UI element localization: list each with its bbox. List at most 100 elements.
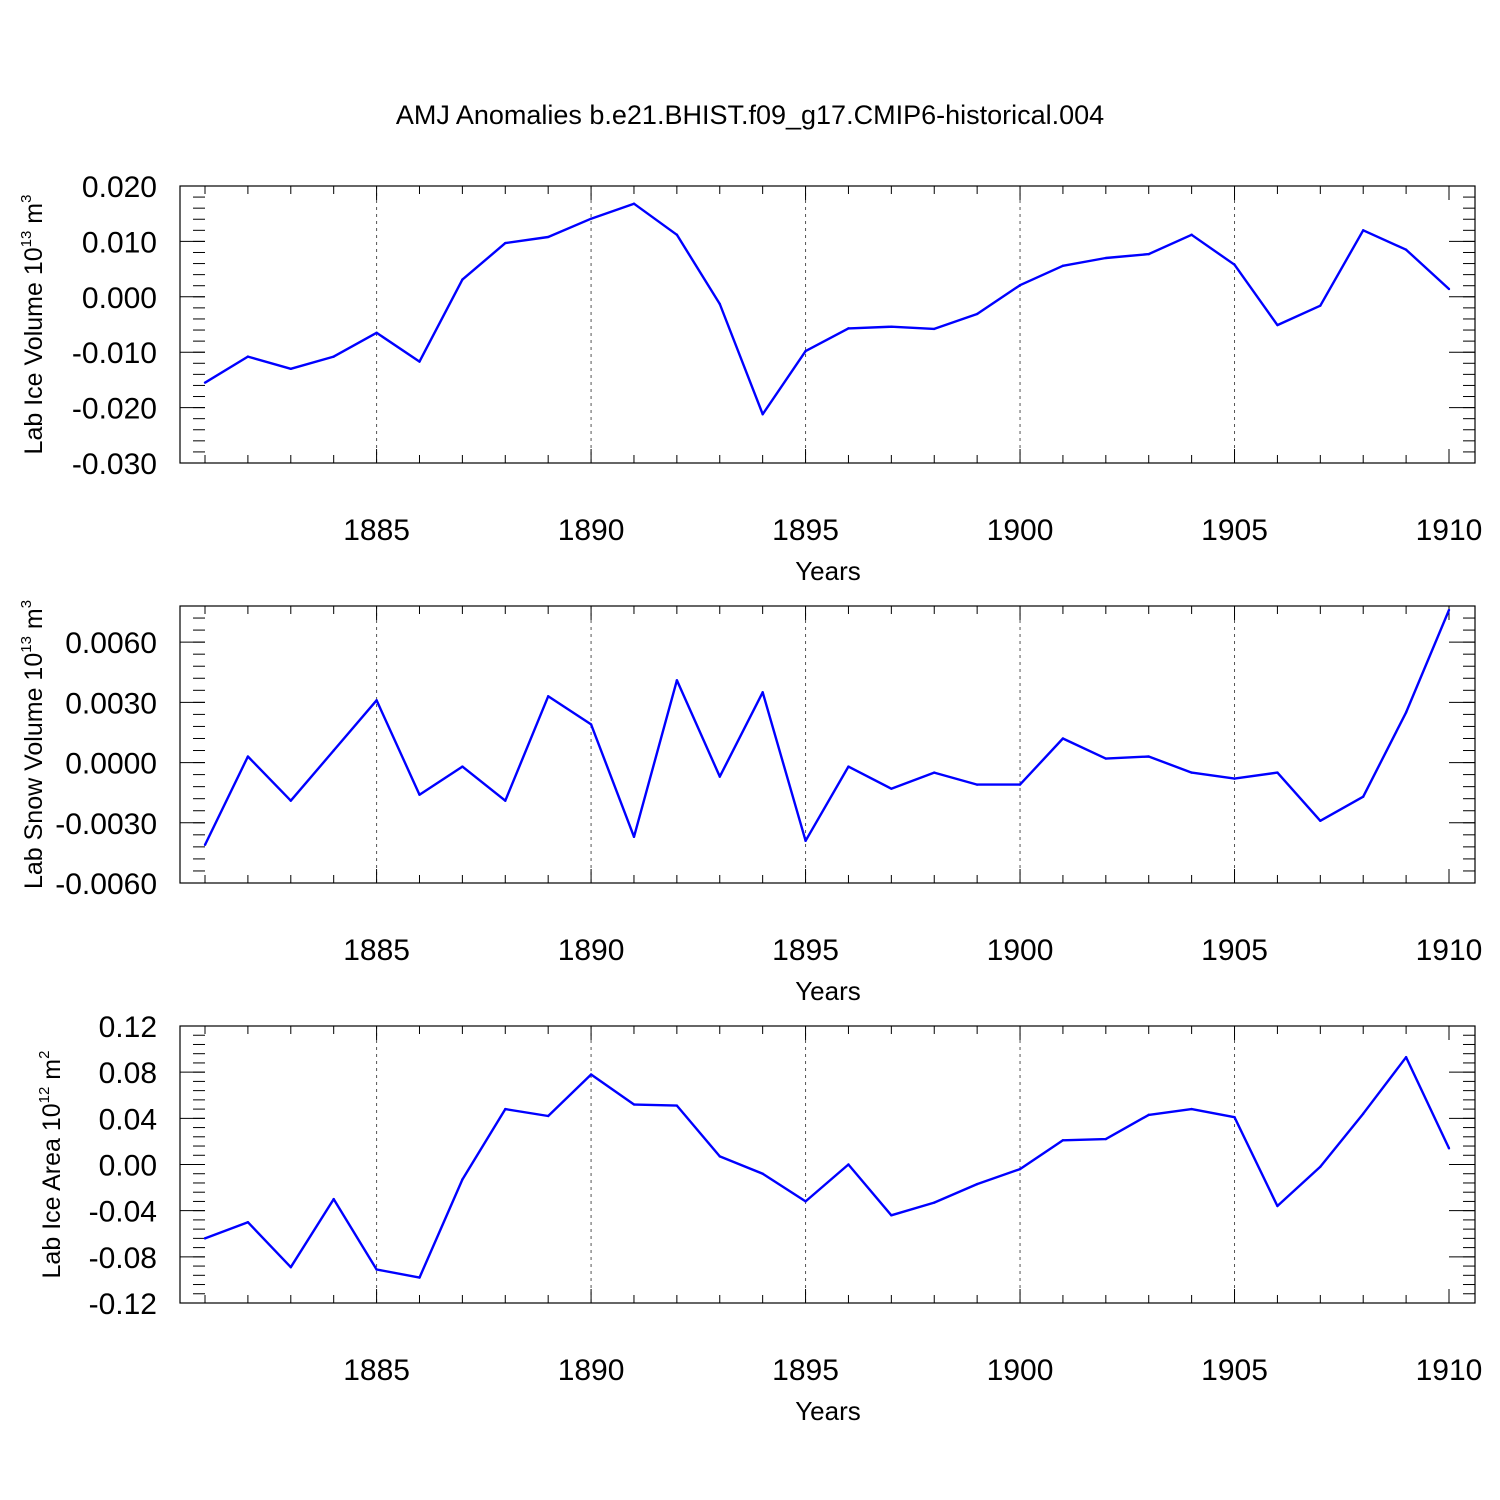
data-point: [1319, 1165, 1322, 1169]
data-point: [203, 381, 207, 384]
y-tick-label: 0.020: [82, 171, 157, 204]
data-point: [675, 233, 679, 236]
data-point: [847, 327, 850, 330]
y-tick-label: 0.000: [82, 282, 157, 315]
data-point: [804, 349, 807, 353]
data-point: [975, 1182, 979, 1186]
data-point: [1147, 755, 1150, 758]
x-tick-label: 1885: [343, 1354, 410, 1387]
data-point: [1447, 1147, 1451, 1150]
data-point: [246, 355, 250, 358]
data-point: [504, 241, 507, 245]
y-tick-label: -0.0060: [55, 868, 157, 901]
data-point: [1190, 233, 1193, 236]
y-axis-label: Lab Snow Volume 1013 m3: [18, 600, 48, 889]
x-tick-label: 1905: [1201, 514, 1268, 547]
chart-panel-1: -0.030 -0.020 -0.010 0.000 0.010 0.020 1885 189…: [18, 171, 1482, 586]
data-point: [1404, 711, 1408, 714]
chart-panel-3: -0.12 -0.08 -0.04 0.00 0.04 0.08 0.12 1885 1890 1…: [36, 1011, 1482, 1426]
y-tick-label: -0.030: [72, 448, 157, 481]
data-point: [1018, 1167, 1022, 1171]
data-point: [890, 325, 893, 328]
data-point: [1319, 304, 1322, 307]
data-point: [933, 771, 936, 774]
data-point: [1018, 283, 1022, 287]
y-label-part: 12: [36, 1087, 53, 1104]
y-label-part: m: [20, 203, 48, 231]
x-tick-label: 1895: [772, 1354, 839, 1387]
data-point: [1147, 1113, 1150, 1117]
x-tick-label: 1910: [1416, 934, 1483, 967]
x-tick-label: 1895: [772, 934, 839, 967]
x-tick-label: 1885: [343, 514, 410, 547]
data-point: [418, 1276, 421, 1279]
data-point: [589, 1073, 593, 1076]
data-point: [375, 699, 378, 702]
data-point: [761, 1172, 764, 1175]
y-label-part: m: [38, 1059, 66, 1087]
x-axis-label: Years: [795, 976, 861, 1006]
data-point: [1233, 1115, 1236, 1119]
data-point: [632, 835, 636, 839]
plot-frame: [179, 1025, 1476, 1304]
data-point: [332, 1197, 335, 1201]
x-tick-label: 1885: [343, 934, 410, 967]
data-point: [718, 1155, 721, 1158]
data-point: [418, 793, 421, 796]
data-point: [1061, 737, 1065, 740]
data-point: [332, 355, 335, 358]
x-tick-label: 1895: [772, 514, 839, 547]
data-point: [1233, 777, 1236, 780]
data-point: [761, 413, 764, 416]
data-point: [375, 1268, 378, 1271]
y-label-part: Lab Ice Volume 10: [20, 247, 48, 454]
data-point: [375, 331, 378, 335]
series-line: [203, 609, 1451, 846]
y-tick-label: -0.04: [89, 1196, 157, 1229]
y-tick-label: -0.020: [72, 393, 157, 426]
data-point: [1233, 263, 1236, 266]
data-point: [1276, 1204, 1279, 1208]
series-line: [204, 1055, 1451, 1279]
y-axis-label: Lab Ice Volume 1013 m3: [18, 195, 48, 455]
data-point: [1362, 229, 1365, 232]
data-point: [1362, 1112, 1365, 1115]
data-point: [761, 691, 764, 694]
data-point: [933, 1201, 936, 1204]
data-point: [890, 1214, 893, 1217]
data-point: [847, 765, 850, 768]
x-tick-label: 1890: [558, 514, 625, 547]
data-point: [289, 799, 292, 802]
data-point: [975, 312, 979, 316]
y-label-part: m: [20, 608, 48, 636]
data-point: [546, 1114, 550, 1118]
y-label-part: Lab Snow Volume 10: [20, 653, 48, 889]
x-tick-label: 1890: [558, 1354, 625, 1387]
data-point: [975, 783, 979, 786]
y-tick-label: 0.12: [99, 1011, 157, 1044]
data-point: [246, 1221, 250, 1224]
y-tick-label: -0.010: [72, 337, 157, 370]
x-tick-label: 1900: [987, 934, 1054, 967]
data-point: [890, 787, 893, 790]
data-point: [589, 723, 593, 726]
data-point: [632, 202, 636, 205]
plot-frame: [179, 185, 1476, 464]
x-axis-label: Years: [795, 1396, 861, 1426]
data-point: [675, 679, 679, 682]
data-point: [1104, 1137, 1108, 1141]
y-axis-label: Lab Ice Area 1012 m2: [36, 1051, 66, 1279]
chart-panel-2: -0.0060 -0.0030 0.0000 0.0030 0.0060 1885 1890…: [18, 600, 1482, 1006]
y-label-part: 13: [18, 636, 35, 653]
data-point: [675, 1104, 679, 1107]
x-tick-label: 1900: [987, 1354, 1054, 1387]
data-point: [1362, 795, 1365, 798]
figure-title: AMJ Anomalies b.e21.BHIST.f09_g17.CMIP6-…: [396, 100, 1104, 130]
x-tick-label: 1905: [1201, 934, 1268, 967]
data-point: [1447, 287, 1451, 291]
data-point: [1104, 757, 1108, 760]
data-point: [632, 1103, 636, 1106]
data-point: [203, 1237, 207, 1240]
y-tick-label: 0.0000: [65, 748, 157, 781]
data-point: [1319, 819, 1322, 822]
